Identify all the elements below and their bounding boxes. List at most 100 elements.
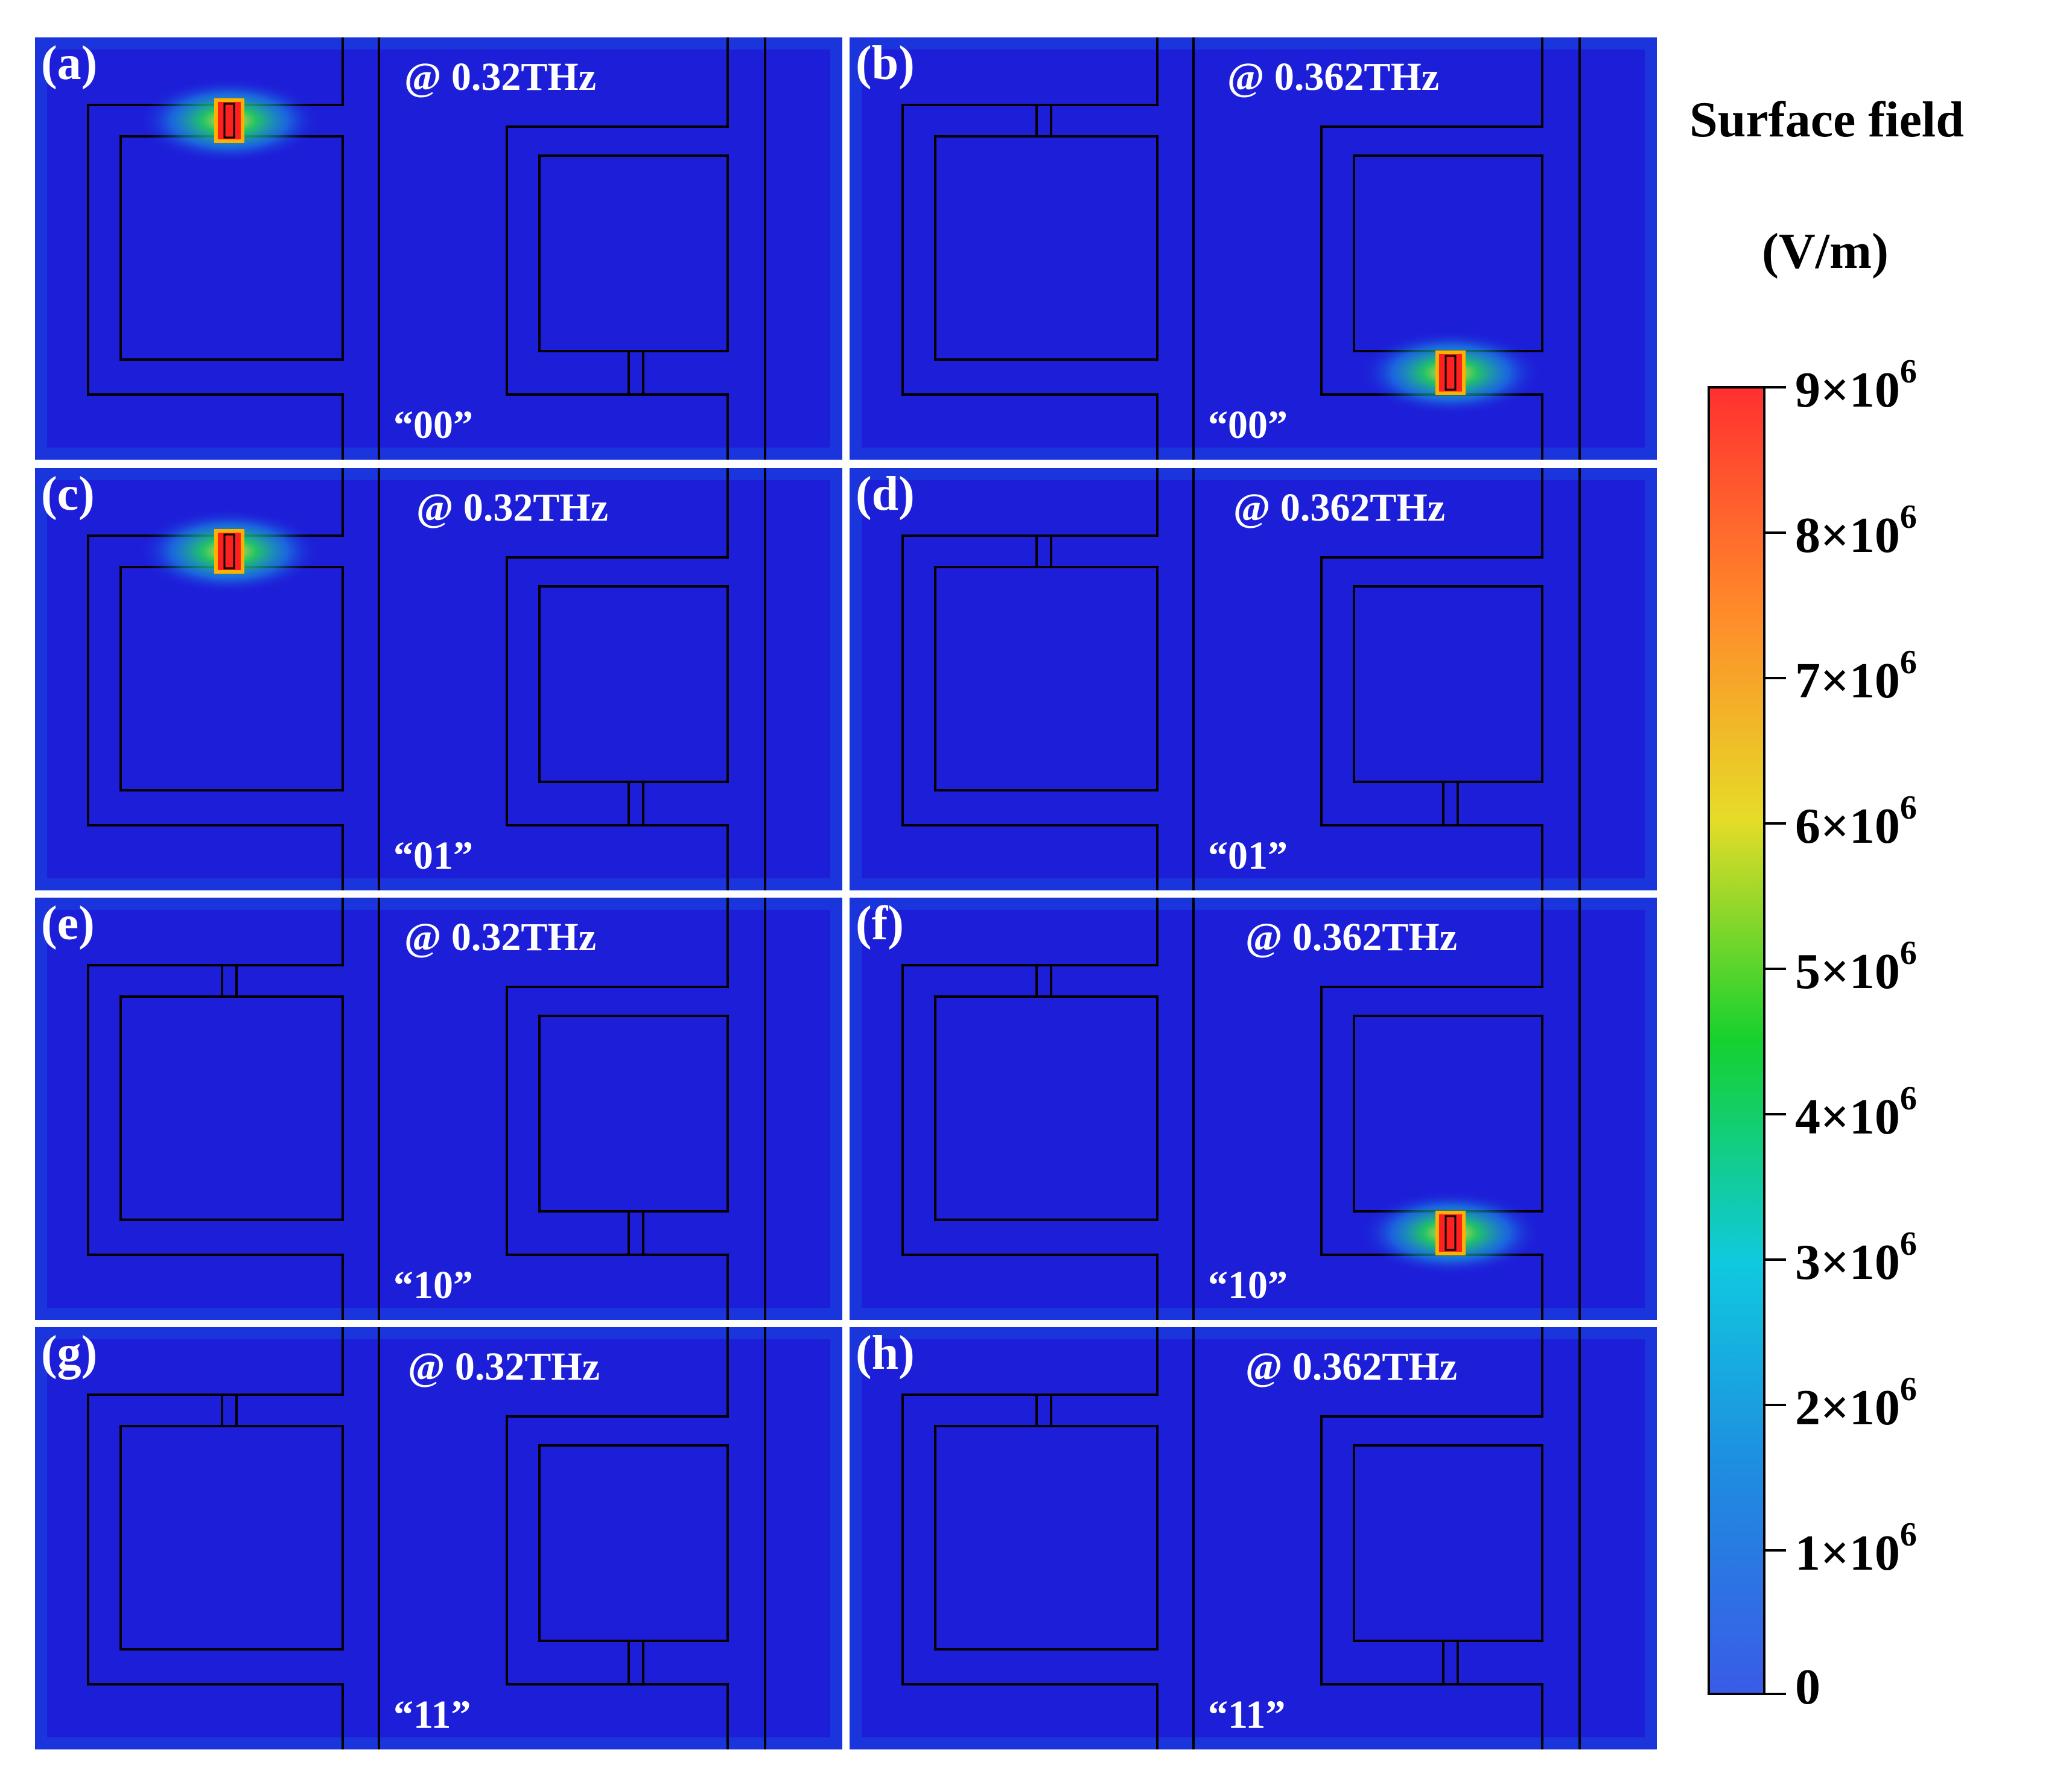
left-outer-ring — [87, 37, 344, 460]
colorbar-tick-label: 4×106 — [1795, 1080, 1917, 1145]
panel-label: (h) — [856, 1327, 915, 1380]
field-background — [35, 1327, 842, 1749]
panel-label: (e) — [41, 898, 95, 950]
left-gap — [1035, 104, 1052, 138]
frequency-label: @ 0.32THz — [408, 1345, 600, 1389]
panel-label: (d) — [856, 468, 915, 521]
panel-label: (f) — [856, 898, 904, 950]
colorbar-tick — [1765, 677, 1786, 679]
right-outer-ring — [506, 37, 729, 460]
colorbar-tick — [1765, 1404, 1786, 1406]
colorbar-tick — [1765, 1549, 1786, 1552]
panel-field-map — [35, 468, 842, 890]
field-background — [35, 898, 842, 1320]
left-gap — [1035, 1394, 1052, 1427]
coding-label: “11” — [393, 1693, 471, 1737]
field-background — [850, 468, 1657, 890]
left-outer-ring — [901, 898, 1158, 1320]
field-hotspot-top — [214, 98, 244, 143]
right-gap — [628, 1640, 644, 1685]
colorbar-tick — [1765, 531, 1786, 534]
colorbar-tick-label: 2×106 — [1795, 1371, 1917, 1436]
colorbar-tick — [1765, 386, 1786, 388]
colorbar-gradient — [1708, 386, 1765, 1695]
panel-field-map — [850, 37, 1657, 460]
left-outer-ring — [87, 1327, 344, 1749]
panel-field-map — [850, 898, 1657, 1320]
field-hotspot-top — [214, 529, 244, 574]
field-hotspot-top-core — [223, 533, 235, 569]
left-outer-ring — [901, 468, 1158, 890]
colorbar-tick-label: 7×106 — [1795, 644, 1917, 709]
coding-label: “00” — [393, 403, 473, 447]
panel-label: (g) — [41, 1327, 98, 1380]
colorbar-tick — [1765, 1258, 1786, 1261]
left-gap — [1035, 964, 1052, 998]
field-hotspot-bottom — [1435, 1211, 1466, 1255]
field-background — [850, 1327, 1657, 1749]
colorbar-tick — [1765, 822, 1786, 825]
panel-label: (c) — [41, 468, 95, 521]
panel-d: (d) @ 0.362THz “01” — [850, 468, 1657, 890]
panel-field-map — [35, 37, 842, 460]
left-outer-ring — [901, 1327, 1158, 1749]
coding-label: “01” — [393, 834, 473, 878]
panel-label: (a) — [41, 37, 98, 90]
field-background — [850, 898, 1657, 1320]
colorbar-unit: (V/m) — [1762, 223, 1889, 279]
left-outer-ring — [901, 37, 1158, 460]
field-hotspot-bottom-core — [1444, 1215, 1457, 1251]
panel-field-map — [35, 898, 842, 1320]
panel-field-map — [850, 468, 1657, 890]
right-gap — [628, 350, 644, 396]
frequency-label: @ 0.32THz — [416, 486, 609, 530]
left-gap — [221, 964, 238, 998]
colorbar-tick-label: 5×106 — [1795, 934, 1917, 1000]
panel-g: (g) @ 0.32THz “11” — [35, 1327, 842, 1749]
panel-label: (b) — [856, 37, 915, 90]
colorbar-title: Surface field — [1689, 92, 1964, 148]
colorbar-tick — [1765, 1113, 1786, 1115]
coding-label: “11” — [1208, 1693, 1286, 1737]
right-gap — [628, 781, 644, 826]
right-outer-ring — [506, 898, 729, 1320]
right-gap — [1442, 1640, 1459, 1685]
panel-field-map — [35, 1327, 842, 1749]
colorbar-tick-label: 3×106 — [1795, 1225, 1917, 1290]
right-outer-ring — [1320, 468, 1543, 890]
colorbar-tick-label: 9×106 — [1795, 353, 1917, 418]
panel-c: (c) @ 0.32THz “01” — [35, 468, 842, 890]
right-gap — [1442, 781, 1459, 826]
field-hotspot-top-core — [223, 103, 235, 139]
right-outer-ring — [1320, 898, 1543, 1320]
frequency-label: @ 0.32THz — [404, 915, 597, 959]
right-outer-ring — [506, 1327, 729, 1749]
colorbar-tick-label: 1×106 — [1795, 1516, 1917, 1581]
panel-f: (f) @ 0.362THz “10” — [850, 898, 1657, 1320]
coding-label: “10” — [1208, 1263, 1288, 1307]
right-gap — [628, 1210, 644, 1256]
right-outer-ring — [1320, 1327, 1543, 1749]
colorbar-tick-label: 6×106 — [1795, 789, 1917, 854]
left-gap — [221, 1394, 238, 1427]
left-gap — [1035, 534, 1052, 568]
field-hotspot-bottom — [1435, 350, 1466, 395]
left-outer-ring — [87, 468, 344, 890]
colorbar-tick-label: 0 — [1795, 1659, 1820, 1715]
frequency-label: @ 0.32THz — [404, 55, 597, 99]
coding-label: “01” — [1208, 834, 1288, 878]
frequency-label: @ 0.362THz — [1245, 1345, 1458, 1389]
coding-label: “10” — [393, 1263, 473, 1307]
panel-b: (b) @ 0.362THz “00” — [850, 37, 1657, 460]
right-outer-ring — [1320, 37, 1543, 460]
panel-a: (a) @ 0.32THz “00” — [35, 37, 842, 460]
frequency-label: @ 0.362THz — [1227, 55, 1440, 99]
colorbar-tick — [1765, 1693, 1786, 1695]
panel-field-map — [850, 1327, 1657, 1749]
colorbar-tick — [1765, 968, 1786, 970]
coding-label: “00” — [1208, 403, 1288, 447]
colorbar-tick-label: 8×106 — [1795, 498, 1917, 563]
panel-e: (e) @ 0.32THz “10” — [35, 898, 842, 1320]
right-outer-ring — [506, 468, 729, 890]
